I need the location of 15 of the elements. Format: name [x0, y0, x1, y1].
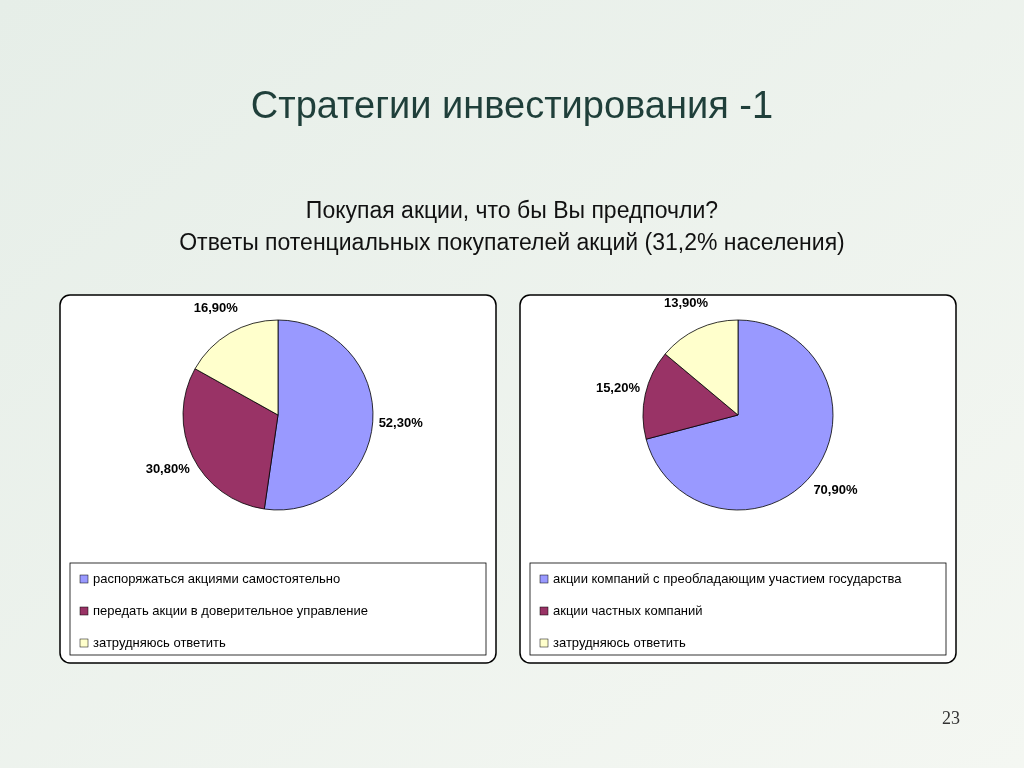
- data-label: 15,20%: [595, 379, 641, 395]
- legend-label: акции компаний с преобладающим участием государства: [553, 571, 903, 586]
- data-label: 52,30%: [378, 415, 424, 431]
- text: 23: [942, 708, 960, 728]
- data-label: 70,90%: [813, 481, 858, 497]
- chart-subtitle: Покупая акции, что бы Вы предпочли? Ответы потенциальных покупателей акций (31,2% населения): [179, 197, 845, 255]
- legend-label: передать акции в доверительное управление: [93, 603, 368, 618]
- data-label: 30,80%: [145, 460, 191, 476]
- legend-label: распоряжаться акциями самостоятельно: [93, 571, 341, 586]
- data-label: 13,90%: [663, 294, 709, 310]
- chart-title: Стратегии инвестирования -1: [250, 84, 774, 126]
- legend-label: акции частных компаний: [553, 603, 703, 618]
- data-label: 16,90%: [193, 300, 239, 316]
- legend-label: затрудняюсь ответить: [553, 635, 687, 650]
- legend-label: затрудняюсь ответить: [93, 635, 227, 650]
